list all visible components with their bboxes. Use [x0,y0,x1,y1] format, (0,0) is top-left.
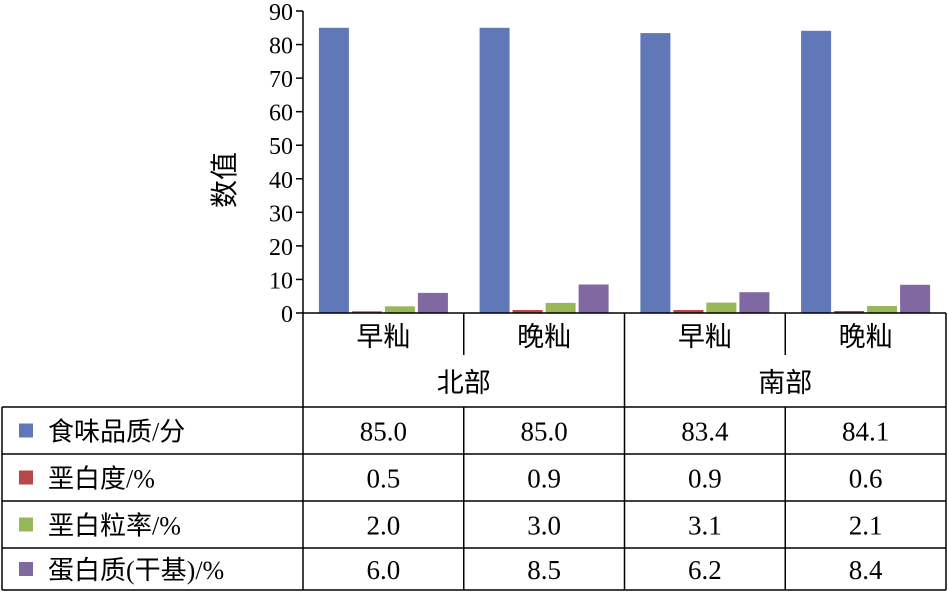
legend-swatch [19,470,33,485]
data-label: 2.0 [367,511,401,541]
data-label: 85.0 [360,417,407,447]
bar-2-1 [351,311,382,313]
bar-2-3 [673,310,704,313]
category-label: 晚籼 [839,322,893,352]
data-label: 0.5 [367,464,401,494]
bar-3-2 [545,302,576,313]
bar-4-2 [578,284,609,313]
data-label: 84.1 [842,417,889,447]
bar-3-1 [384,306,415,313]
group-label: 南部 [758,368,812,398]
legend-label: 垩白粒率/% [48,512,181,541]
data-label: 3.0 [527,511,561,541]
bar-4-4 [900,284,931,313]
y-tick-label: 40 [269,168,293,194]
bar-2-4 [834,311,865,313]
category-label: 晚籼 [517,322,571,352]
bar-1-1 [318,27,349,314]
y-tick-label: 0 [281,302,293,328]
legend-swatch [19,517,33,532]
data-label: 83.4 [681,417,729,447]
category-label: 早籼 [356,322,410,352]
y-tick-label: 20 [269,235,293,261]
data-label: 8.4 [849,555,883,585]
y-tick-label: 50 [269,134,293,160]
bar-3-3 [706,302,737,313]
y-tick-label: 90 [269,0,293,26]
data-label: 0.6 [849,464,883,494]
data-label: 6.2 [688,555,722,585]
bar-1-4 [801,30,832,314]
legend-label: 蛋白质(干基)/% [48,556,224,585]
y-tick-label: 30 [269,201,293,227]
data-label: 8.5 [527,555,561,585]
y-tick-label: 80 [269,34,293,60]
legend-label: 垩白度/% [48,465,155,494]
group-label: 北部 [437,368,491,398]
bar-1-2 [479,27,510,314]
bar-3-4 [867,306,898,313]
category-label: 早籼 [678,322,732,352]
bars-layer [318,27,931,314]
legend-swatch [19,423,33,438]
data-label: 0.9 [527,464,561,494]
legend-swatch [19,562,33,576]
bar-4-3 [739,292,770,313]
data-label: 2.1 [849,511,883,541]
y-axis: 0 10 20 30 40 50 60 70 80 90 [269,0,304,328]
legend-label: 食味品质/分 [48,418,185,447]
y-tick-label: 10 [269,268,293,294]
data-label: 6.0 [367,555,401,585]
y-tick-label: 70 [269,67,293,93]
y-axis-label: 数值 [209,152,241,208]
data-label: 85.0 [521,417,568,447]
bar-2-2 [512,310,543,313]
bar-4-1 [417,292,448,313]
data-label: 3.1 [688,511,722,541]
y-tick-label: 60 [269,101,293,127]
data-label: 0.9 [688,464,722,494]
bar-1-3 [640,33,671,313]
